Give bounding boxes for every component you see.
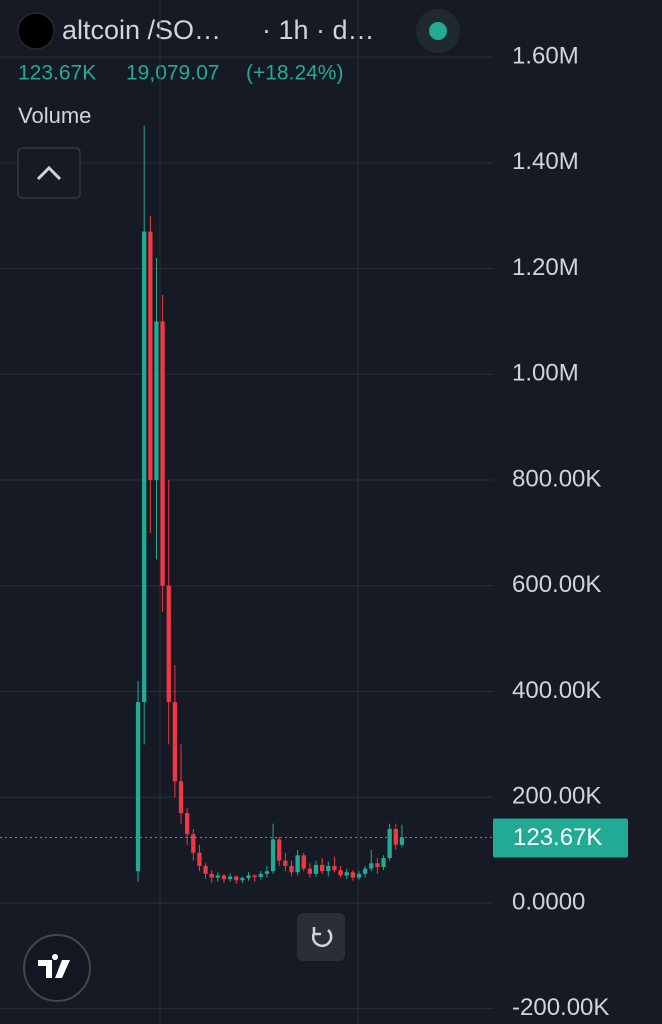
y-tick-label: 600.00K bbox=[512, 571, 601, 598]
candle-body bbox=[178, 781, 184, 814]
candle-body bbox=[307, 868, 313, 874]
plot-area: 1.60M 1.40M 1.20M 1.00M 800.00K 600.00K 400.00… bbox=[0, 0, 628, 1024]
candle-body bbox=[215, 875, 220, 878]
reset-button[interactable] bbox=[297, 913, 345, 961]
collapse-button[interactable] bbox=[17, 147, 81, 199]
candle-body bbox=[166, 585, 171, 703]
candle-body bbox=[246, 875, 251, 879]
last-price: 123.67K bbox=[18, 62, 96, 85]
candle-body bbox=[264, 871, 270, 874]
candle-body bbox=[356, 873, 362, 878]
last-price-label: 123.67K bbox=[513, 824, 602, 851]
candle-body bbox=[320, 864, 325, 872]
candle-body bbox=[203, 865, 208, 874]
symbol-title[interactable]: altcoin /SO… bbox=[62, 15, 221, 45]
candle-body bbox=[191, 834, 196, 853]
candle-body bbox=[393, 828, 398, 845]
y-tick-label: 1.00M bbox=[512, 360, 579, 387]
chevron-icon bbox=[36, 165, 62, 181]
y-tick-label: 200.00K bbox=[512, 783, 601, 810]
candle-body bbox=[197, 852, 202, 866]
y-tick-label: -200.00K bbox=[512, 994, 609, 1021]
candle-body bbox=[344, 872, 349, 876]
candle-body bbox=[142, 231, 147, 703]
candle-body bbox=[332, 865, 337, 871]
candle-body bbox=[209, 873, 214, 878]
candle-body bbox=[369, 863, 374, 869]
change-pct: (+18.24%) bbox=[246, 62, 343, 85]
interval[interactable]: · 1h · d… bbox=[262, 15, 375, 45]
candle-body bbox=[221, 875, 227, 880]
y-tick-label: 800.00K bbox=[512, 465, 601, 492]
candle-body bbox=[234, 876, 239, 881]
y-tick-label: 400.00K bbox=[512, 677, 601, 704]
candle-body bbox=[185, 813, 190, 835]
candle-body bbox=[350, 872, 355, 878]
candle-body bbox=[338, 870, 343, 876]
candle-body bbox=[172, 702, 178, 782]
candle-body bbox=[227, 876, 233, 880]
tv-logo-mark bbox=[38, 954, 70, 978]
candle-body bbox=[283, 860, 288, 866]
change: 19,079.07 bbox=[126, 62, 219, 85]
candle-body bbox=[326, 865, 331, 872]
tv-logo[interactable] bbox=[23, 934, 91, 1002]
indicator-label: Volume bbox=[18, 103, 91, 128]
candle-body bbox=[313, 864, 319, 874]
y-tick-label: 1.40M bbox=[512, 148, 579, 175]
candle-body bbox=[289, 865, 294, 873]
y-tick-label: 0.0000 bbox=[512, 888, 585, 915]
candle-body bbox=[277, 839, 282, 861]
candle-body bbox=[301, 855, 306, 869]
candle-body bbox=[148, 231, 153, 481]
status-dot bbox=[429, 22, 447, 40]
y-tick-label: 1.20M bbox=[512, 254, 579, 281]
logo bbox=[17, 12, 55, 50]
candle-body bbox=[270, 839, 276, 872]
candle-body bbox=[240, 878, 245, 881]
y-tick-label: 1.60M bbox=[512, 42, 579, 69]
candle-body bbox=[135, 702, 141, 872]
reset-icon bbox=[311, 927, 333, 948]
candle-body bbox=[154, 321, 159, 481]
last-price-box bbox=[493, 818, 628, 858]
candle-body bbox=[252, 875, 257, 878]
candle-body bbox=[258, 873, 263, 878]
candle-body bbox=[362, 868, 368, 874]
candle-body bbox=[295, 855, 300, 873]
candle-body bbox=[160, 321, 165, 586]
candle-body bbox=[381, 858, 386, 867]
candle-body bbox=[375, 863, 380, 867]
candle-body bbox=[399, 837, 405, 845]
candle-body bbox=[387, 828, 392, 859]
